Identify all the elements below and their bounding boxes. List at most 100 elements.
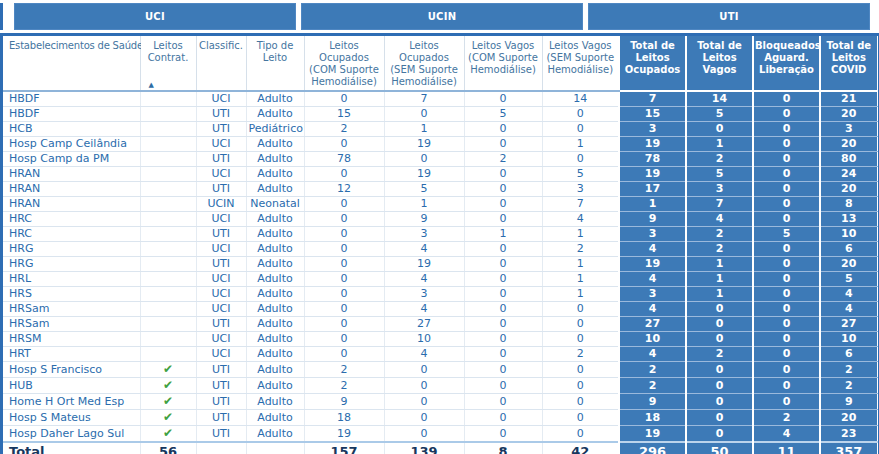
column-header-tipo-de-leito[interactable]: Tipo de Leito	[246, 36, 304, 91]
cell-covid: 10	[820, 227, 877, 242]
column-header-total-de-leitos-vagos[interactable]: Total de Leitos Vagos	[686, 36, 753, 91]
cell-vg_sem: 2	[542, 242, 619, 257]
header-row: Estabelecimentos de SaúdeLeitos Contrat.…	[3, 36, 877, 91]
table-row[interactable]: Hosp Camp da PMUTIAdulto78020782080	[3, 152, 877, 167]
cell-tipo: Adulto	[246, 167, 304, 182]
column-header-total-de-leitos-covid[interactable]: Total de Leitos COVID	[820, 36, 877, 91]
cell-oc_sem: 0	[384, 394, 464, 410]
cell-covid: 20	[820, 137, 877, 152]
cell-bloq: 5	[753, 227, 820, 242]
cell-tipo: Adulto	[246, 394, 304, 410]
total-cell-tot_vg: 50	[686, 442, 753, 454]
cell-vg_com: 0	[464, 394, 542, 410]
column-header-total-de-leitos-ocupados[interactable]: Total de Leitos Ocupados	[619, 36, 686, 91]
cell-leitos-contrat	[140, 287, 196, 302]
table-row[interactable]: HRANUCINNeonatal01071708	[3, 197, 877, 212]
cell-covid: 20	[820, 257, 877, 272]
cell-tot_oc: 15	[619, 107, 686, 122]
cell-leitos-contrat: ✔	[140, 378, 196, 394]
table-row[interactable]: HCBUTIPediátrico21003003	[3, 122, 877, 137]
cell-cls: UTI	[196, 152, 246, 167]
cell-vg_sem: 1	[542, 287, 619, 302]
cell-covid: 20	[820, 410, 877, 426]
table-row[interactable]: HBDFUCIAdulto07014714021	[3, 91, 877, 107]
cell-tot_vg: 0	[686, 394, 753, 410]
cell-oc_sem: 4	[384, 347, 464, 362]
cell-tot_oc: 2	[619, 362, 686, 378]
table-row[interactable]: Hosp S Mateus✔UTIAdulto18000180220	[3, 410, 877, 426]
cell-bloq: 0	[753, 91, 820, 107]
cell-oc_sem: 7	[384, 91, 464, 107]
table-row[interactable]: HRANUTIAdulto12503173020	[3, 182, 877, 197]
tab-ucin[interactable]: UCIN	[301, 3, 583, 30]
beds-table: Estabelecimentos de SaúdeLeitos Contrat.…	[3, 36, 878, 454]
table-row[interactable]: HBDFUTIAdulto15050155020	[3, 107, 877, 122]
cell-oc_com: 78	[304, 152, 384, 167]
cell-oc_com: 2	[304, 378, 384, 394]
cell-vg_com: 0	[464, 272, 542, 287]
table-row[interactable]: Home H Ort Med Esp✔UTIAdulto90009009	[3, 394, 877, 410]
cell-bloq: 0	[753, 362, 820, 378]
cell-tipo: Adulto	[246, 212, 304, 227]
cell-tot_vg: 0	[686, 410, 753, 426]
total-row: Total561571398422965011357	[3, 442, 877, 454]
cell-tot_vg: 0	[686, 122, 753, 137]
column-header-bloqueados-aguard-libera-o[interactable]: Bloqueados/ Aguard. Liberação	[753, 36, 820, 91]
table-row[interactable]: HRGUCIAdulto04024206	[3, 242, 877, 257]
column-header-estabelecimentos-de-sa-de[interactable]: Estabelecimentos de Saúde	[3, 36, 140, 91]
column-header-leitos-ocupados-com-suporte-he[interactable]: Leitos Ocupados (COM Suporte Hemodiálise…	[304, 36, 384, 91]
cell-tot_vg: 1	[686, 272, 753, 287]
cell-tipo: Adulto	[246, 182, 304, 197]
cell-tot_vg: 0	[686, 378, 753, 394]
table-row[interactable]: HRCUCIAdulto090494013	[3, 212, 877, 227]
cell-tot_vg: 3	[686, 182, 753, 197]
table-row[interactable]: HRCUTIAdulto031132510	[3, 227, 877, 242]
table-row[interactable]: Hosp S Francisco✔UTIAdulto20002002	[3, 362, 877, 378]
cell-bloq: 0	[753, 257, 820, 272]
table-row[interactable]: HRSMUCIAdulto01000100010	[3, 332, 877, 347]
cell-establishment: HBDF	[3, 107, 140, 122]
tab-uti[interactable]: UTI	[588, 3, 870, 30]
cell-tot_oc: 4	[619, 242, 686, 257]
cell-vg_com: 0	[464, 287, 542, 302]
table-row[interactable]: HRSamUTIAdulto02700270027	[3, 317, 877, 332]
cell-bloq: 0	[753, 107, 820, 122]
cell-oc_com: 0	[304, 332, 384, 347]
cell-bloq: 0	[753, 317, 820, 332]
cell-leitos-contrat	[140, 137, 196, 152]
total-cell-oc_com: 157	[304, 442, 384, 454]
cell-covid: 20	[820, 107, 877, 122]
covid-beds-dashboard: UCI UCIN UTI Estabelecimentos de SaúdeLe…	[0, 0, 879, 454]
table-row[interactable]: HRLUCIAdulto04014105	[3, 272, 877, 287]
column-header-leitos-vagos-com-suporte-hemod[interactable]: Leitos Vagos (COM Suporte Hemodiálise)	[464, 36, 542, 91]
cell-cls: UCI	[196, 332, 246, 347]
table-row[interactable]: HRTUCIAdulto04024206	[3, 347, 877, 362]
cell-establishment: Hosp S Mateus	[3, 410, 140, 426]
column-header-leitos-contrat[interactable]: Leitos Contrat.▲	[140, 36, 196, 91]
table-row[interactable]: HRSamUCIAdulto04004004	[3, 302, 877, 317]
cell-oc_com: 0	[304, 91, 384, 107]
total-cell-oc_sem: 139	[384, 442, 464, 454]
cell-tot_oc: 4	[619, 302, 686, 317]
column-header-leitos-ocupados-sem-suporte-he[interactable]: Leitos Ocupados (SEM Suporte Hemodiálise…	[384, 36, 464, 91]
cell-vg_sem: 1	[542, 227, 619, 242]
cell-establishment: HRAN	[3, 197, 140, 212]
cell-tot_oc: 78	[619, 152, 686, 167]
table-row[interactable]: HRGUTIAdulto01901191020	[3, 257, 877, 272]
cell-vg_com: 0	[464, 242, 542, 257]
column-header-classific[interactable]: Classific.	[196, 36, 246, 91]
table-row[interactable]: Hosp Daher Lago Sul✔UTIAdulto19000190423	[3, 426, 877, 443]
cell-vg_com: 0	[464, 137, 542, 152]
column-header-leitos-vagos-sem-suporte-hemod[interactable]: Leitos Vagos (SEM Suporte Hemodiálise)	[542, 36, 619, 91]
cell-cls: UCI	[196, 242, 246, 257]
tab-uci[interactable]: UCI	[14, 3, 296, 30]
cell-vg_sem: 2	[542, 347, 619, 362]
table-row[interactable]: Hosp Camp CeilândiaUCIAdulto01901191020	[3, 137, 877, 152]
cell-covid: 6	[820, 242, 877, 257]
table-row[interactable]: HRANUCIAdulto01905195024	[3, 167, 877, 182]
cell-establishment: Hosp S Francisco	[3, 362, 140, 378]
table-row[interactable]: HRSUCIAdulto03013104	[3, 287, 877, 302]
cell-vg_sem: 0	[542, 107, 619, 122]
table-row[interactable]: HUB✔UTIAdulto20002002	[3, 378, 877, 394]
cell-bloq: 0	[753, 394, 820, 410]
